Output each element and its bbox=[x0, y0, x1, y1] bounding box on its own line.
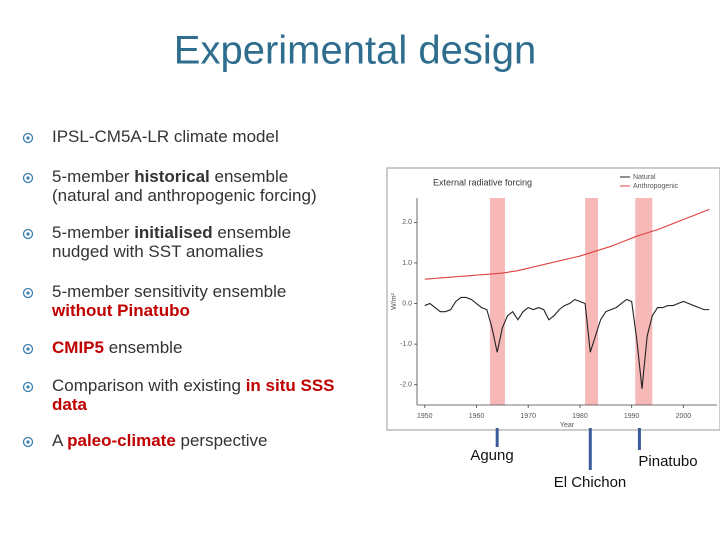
bullet-run: data bbox=[52, 395, 88, 414]
bullet-text: data bbox=[52, 395, 88, 414]
bullet-run: A bbox=[52, 431, 67, 450]
annotation-label: El Chichon bbox=[554, 474, 627, 491]
x-tick-label: 1970 bbox=[520, 413, 536, 420]
bullet-run: 5-member sensitivity ensemble bbox=[52, 282, 286, 301]
slide-title: Experimental design bbox=[174, 29, 536, 73]
bullet-text: (natural and anthropogenic forcing) bbox=[52, 186, 317, 205]
x-tick-label: 1990 bbox=[624, 413, 640, 420]
y-tick-label: -1.0 bbox=[400, 341, 412, 348]
bullet-run: in situ SSS bbox=[246, 376, 335, 395]
bullet-icon bbox=[22, 381, 34, 393]
x-tick-label: 2000 bbox=[676, 413, 692, 420]
bullet-icon-ring bbox=[22, 436, 34, 448]
bullet-run: (natural and anthropogenic forcing) bbox=[52, 186, 317, 205]
y-axis-label: W/m² bbox=[391, 292, 398, 309]
bullet-run: ensemble bbox=[213, 223, 291, 242]
bullet-run: ensemble bbox=[210, 167, 288, 186]
highlight-band bbox=[635, 198, 653, 405]
bullet-text: CMIP5 ensemble bbox=[52, 338, 182, 357]
x-tick-label: 1980 bbox=[572, 413, 588, 420]
bullet-run: nudged with SST anomalies bbox=[52, 242, 263, 261]
bullet-run: CMIP5 bbox=[52, 338, 104, 357]
bullet-icon-ring bbox=[22, 343, 34, 355]
bullet-text: IPSL-CM5A-LR climate model bbox=[52, 127, 279, 146]
bullet-icon bbox=[22, 228, 34, 240]
chart-title: External radiative forcing bbox=[433, 177, 532, 187]
bullet-icon bbox=[22, 172, 34, 184]
bullet-icon-dot bbox=[26, 291, 30, 295]
annotation-label: Pinatubo bbox=[638, 453, 697, 470]
y-tick-label: 1.0 bbox=[402, 260, 412, 267]
bullet-run: without Pinatubo bbox=[51, 301, 190, 320]
legend-label: Natural bbox=[633, 174, 656, 181]
bullet-text: 5-member historical ensemble bbox=[52, 167, 288, 186]
bullet-icon-ring bbox=[22, 132, 34, 144]
series-line bbox=[424, 296, 710, 389]
bullet-icon-dot bbox=[26, 232, 30, 236]
annotation-label: Agung bbox=[470, 447, 513, 464]
bullet-run: 5-member bbox=[52, 223, 134, 242]
highlight-band bbox=[585, 198, 599, 405]
bullet-text: Comparison with existing in situ SSS bbox=[52, 376, 335, 395]
bullet-icon-ring bbox=[22, 287, 34, 299]
y-tick-label: 0.0 bbox=[402, 300, 412, 307]
series-line bbox=[424, 208, 710, 280]
legend-label: Anthropogenic bbox=[633, 183, 679, 190]
x-tick-label: 1950 bbox=[417, 413, 433, 420]
bullet-icon bbox=[22, 287, 34, 299]
bullet-icon-dot bbox=[26, 440, 30, 444]
x-tick-label: 1960 bbox=[469, 413, 485, 420]
bullet-icon bbox=[22, 132, 34, 144]
bullet-icon-dot bbox=[26, 347, 30, 351]
highlight-band bbox=[489, 198, 505, 405]
bullet-run: historical bbox=[134, 167, 210, 186]
y-tick-label: -2.0 bbox=[400, 382, 412, 389]
bullet-icon-dot bbox=[26, 136, 30, 140]
y-tick-label: 2.0 bbox=[402, 219, 412, 226]
bullet-text: 5-member sensitivity ensemble bbox=[52, 282, 286, 301]
bullet-icon-dot bbox=[26, 385, 30, 389]
bullet-icon bbox=[22, 436, 34, 448]
bullet-run: 5-member bbox=[52, 167, 134, 186]
bullet-run: ensemble bbox=[104, 338, 182, 357]
bullet-icon-dot bbox=[26, 176, 30, 180]
bullet-text: 5-member initialised ensemble bbox=[52, 223, 291, 242]
bullet-icon bbox=[22, 343, 34, 355]
bullet-text: without Pinatubo bbox=[51, 301, 190, 320]
bullet-run: paleo-climate bbox=[67, 431, 176, 450]
chart-frame bbox=[386, 167, 720, 431]
bullet-run: IPSL-CM5A-LR climate model bbox=[52, 127, 279, 146]
bullet-run: perspective bbox=[176, 431, 268, 450]
bullet-text: A paleo-climate perspective bbox=[52, 431, 267, 450]
bullet-run: initialised bbox=[134, 223, 212, 242]
x-axis-label: Year bbox=[560, 422, 575, 429]
bullet-icon-ring bbox=[22, 172, 34, 184]
bullet-icon-ring bbox=[22, 381, 34, 393]
bullet-text: nudged with SST anomalies bbox=[52, 242, 263, 261]
bullet-run: Comparison with existing bbox=[52, 376, 246, 395]
bullet-icon-ring bbox=[22, 228, 34, 240]
